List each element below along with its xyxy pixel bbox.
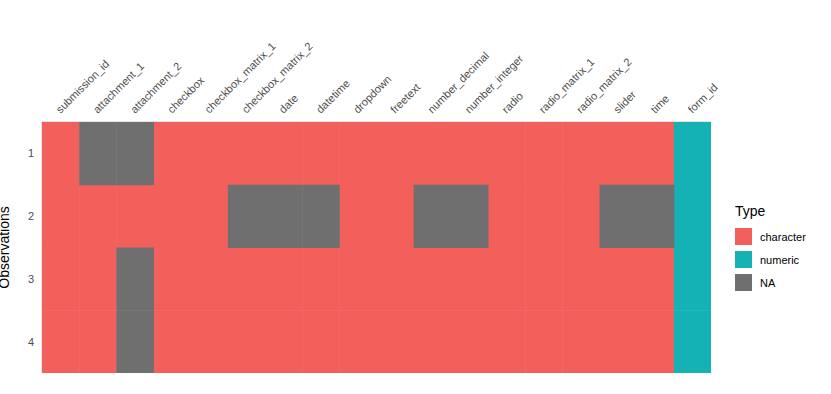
svg-text:radio_matrix_2: radio_matrix_2 [573, 55, 634, 116]
svg-text:3: 3 [28, 273, 34, 285]
svg-text:checkbox: checkbox [165, 74, 207, 116]
html-text:Type: Type [735, 203, 766, 219]
svg-text:2: 2 [28, 210, 34, 222]
svg-text:slider: slider [611, 88, 638, 115]
svg-text:time: time [648, 92, 671, 115]
svg-text:datetime: datetime [314, 77, 352, 115]
svg-text:1: 1 [28, 147, 34, 159]
svg-text:number_decimal: number_decimal [425, 49, 491, 115]
svg-text:attachment_1: attachment_1 [90, 59, 147, 116]
svg-text:freetext: freetext [388, 81, 422, 115]
svg-text:number_integer: number_integer [462, 52, 525, 115]
svg-text:4: 4 [28, 336, 34, 348]
html-text:numeric: numeric [760, 253, 800, 266]
svg-text:radio: radio [500, 90, 526, 116]
html-text:NA: NA [760, 276, 776, 289]
svg-text:submission_id: submission_id [53, 57, 112, 116]
svg-text:checkbox_matrix_1: checkbox_matrix_1 [202, 40, 278, 116]
html-text:character: character [760, 230, 806, 243]
svg-text:date: date [277, 92, 301, 116]
svg-text:form_id: form_id [685, 81, 719, 115]
svg-text:Observations: Observations [8, 206, 12, 288]
svg-text:dropdown: dropdown [351, 73, 394, 116]
svg-text:radio_matrix_1: radio_matrix_1 [536, 55, 597, 116]
svg-text:attachment_2: attachment_2 [127, 59, 184, 116]
svg-text:checkbox_matrix_2: checkbox_matrix_2 [239, 40, 315, 116]
